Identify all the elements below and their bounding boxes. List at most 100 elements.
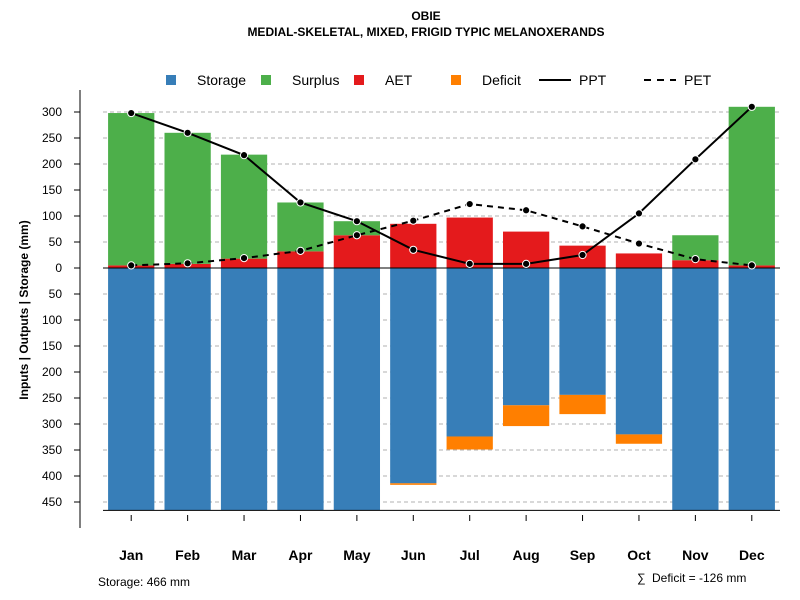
- pet-point: [296, 246, 305, 255]
- pet-point: [465, 199, 474, 209]
- legend-label-aet: AET: [385, 72, 413, 88]
- ppt-point: [127, 108, 136, 118]
- aet-bar: [615, 253, 663, 268]
- x-axis: Jan Feb Mar Apr May Jun Jul Aug Sep Oct Nov Dec: [119, 515, 765, 563]
- y-tick-label: 400: [42, 469, 62, 483]
- deficit-bar: [390, 483, 437, 485]
- y-tick-label: 0: [55, 261, 62, 275]
- legend-label-storage: Storage: [197, 72, 246, 88]
- bars: [108, 106, 775, 511]
- ppt-point: [747, 102, 756, 111]
- x-tick-label: Aug: [513, 547, 540, 563]
- x-tick-label: Oct: [627, 547, 651, 563]
- deficit-bar: [615, 434, 663, 444]
- x-tick-label: Jun: [401, 547, 426, 563]
- aet-bar: [277, 251, 324, 268]
- surplus-bar: [728, 106, 775, 266]
- ppt-point: [352, 217, 361, 226]
- deficit-bar: [446, 436, 493, 450]
- ppt-point: [522, 259, 531, 268]
- y-tick-label: 450: [42, 495, 62, 509]
- deficit-bar: [502, 405, 550, 427]
- y-tick-label: 150: [42, 339, 62, 353]
- legend-label-deficit: Deficit: [482, 72, 521, 88]
- ppt-point: [296, 198, 305, 207]
- storage-bar: [615, 268, 663, 435]
- ppt-point: [183, 128, 192, 137]
- pet-point: [634, 239, 644, 248]
- legend-label-ppt: PPT: [579, 72, 607, 88]
- gridlines: [103, 111, 780, 503]
- legend-label-pet: PET: [684, 72, 712, 88]
- legend-label-surplus: Surplus: [292, 72, 339, 88]
- pet-point: [578, 222, 587, 231]
- storage-bar: [728, 268, 775, 511]
- y-tick-label: 250: [42, 391, 62, 405]
- surplus-bar: [164, 132, 211, 264]
- x-tick-label: Nov: [682, 547, 709, 563]
- deficit-bar: [559, 394, 606, 415]
- chart-subtitle: MEDIAL-SKELETAL, MIXED, FRIGID TYPIC MEL…: [247, 25, 604, 39]
- x-tick-label: Apr: [288, 547, 313, 563]
- storage-bar: [220, 268, 268, 511]
- pet-point: [522, 206, 531, 215]
- storage-bar: [108, 268, 155, 511]
- surplus-bar: [333, 221, 381, 236]
- x-tick-label: Jan: [119, 547, 143, 563]
- y-tick-label: 200: [42, 157, 62, 171]
- storage-bar: [672, 268, 719, 511]
- pet-point: [409, 216, 418, 225]
- legend-swatch-aet: [354, 75, 364, 85]
- legend: Storage Surplus AET Deficit PPT PET: [166, 72, 712, 88]
- x-tick-label: May: [343, 547, 370, 563]
- x-tick-label: Dec: [739, 547, 765, 563]
- x-tick-label: Mar: [232, 547, 257, 563]
- ppt-point: [578, 250, 587, 260]
- storage-bar: [559, 268, 606, 395]
- deficit-sum-note: Deficit = -126 mm: [652, 571, 746, 585]
- y-axis-label: Inputs | Outputs | Storage (mm): [17, 220, 31, 399]
- x-tick-label: Sep: [570, 547, 596, 563]
- surplus-bar: [220, 154, 268, 259]
- surplus-bar: [108, 113, 155, 266]
- y-axis: 300 250 200 150 100 50 0 50 100 150 200 250 300 350 40…: [42, 90, 81, 528]
- y-tick-label: 50: [49, 235, 63, 249]
- y-tick-label: 200: [42, 365, 62, 379]
- storage-bar: [446, 268, 493, 437]
- y-tick-label: 100: [42, 209, 62, 223]
- storage-bar: [390, 268, 437, 484]
- y-tick-label: 100: [42, 313, 62, 327]
- legend-swatch-deficit: [451, 75, 461, 85]
- pet-point: [239, 254, 249, 263]
- y-tick-label: 350: [42, 443, 62, 457]
- ppt-point: [409, 245, 418, 254]
- pet-point: [352, 231, 361, 240]
- pet-point: [127, 261, 136, 270]
- y-tick-label: 300: [42, 105, 62, 119]
- aet-bar: [220, 258, 268, 268]
- y-tick-label: 150: [42, 183, 62, 197]
- storage-bar: [164, 268, 211, 511]
- y-tick-label: 250: [42, 131, 62, 145]
- sum-symbol: ∑: [637, 571, 646, 585]
- pet-point: [747, 261, 756, 270]
- storage-note: Storage: 466 mm: [98, 575, 190, 589]
- ppt-point: [634, 209, 644, 218]
- chart-title: OBIE: [411, 9, 440, 23]
- plot-frame: [103, 267, 780, 511]
- storage-bar: [502, 268, 550, 406]
- legend-swatch-storage: [166, 75, 176, 85]
- y-tick-label: 50: [49, 287, 63, 301]
- ppt-point: [691, 155, 700, 164]
- aet-bar: [672, 260, 719, 268]
- series-lines: [127, 102, 756, 270]
- ppt-point: [465, 259, 474, 268]
- surplus-bar: [277, 202, 324, 252]
- ppt-point: [239, 151, 249, 160]
- aet-bar: [333, 235, 381, 268]
- ppt-line: [130, 106, 753, 265]
- pet-point: [691, 255, 700, 264]
- x-tick-label: Feb: [175, 547, 200, 563]
- pet-line: [131, 203, 752, 267]
